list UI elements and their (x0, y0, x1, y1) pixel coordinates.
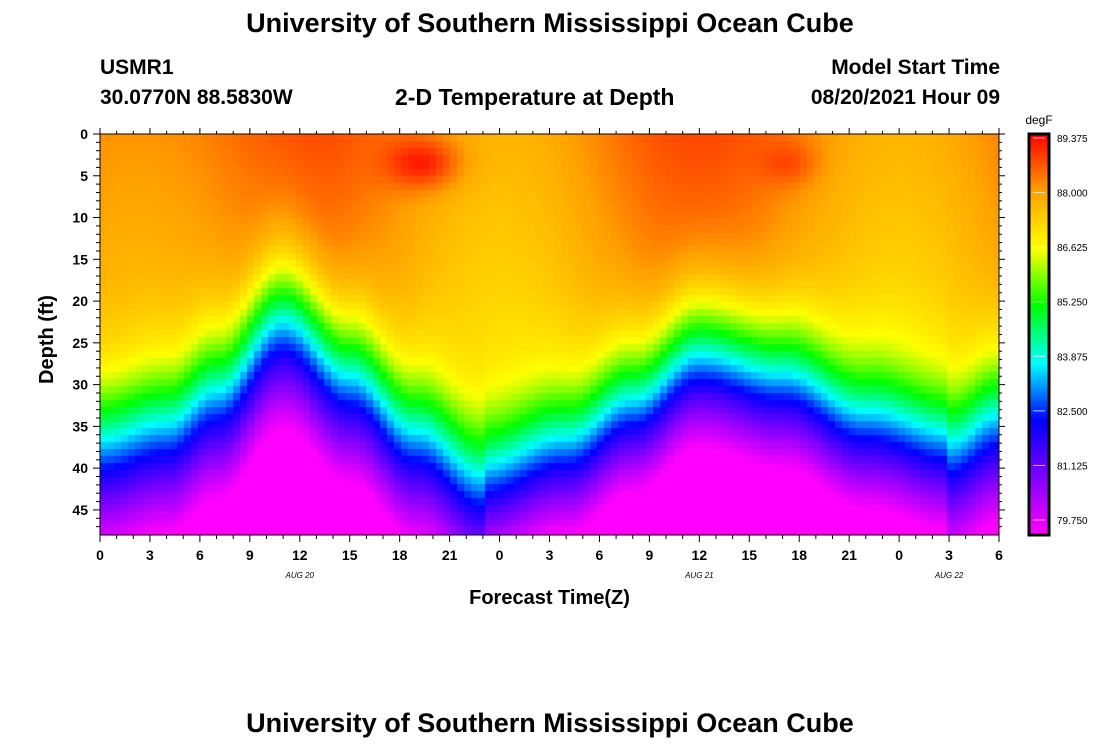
y-tick-label: 5 (80, 168, 88, 184)
station-coordinates: 30.0770N 88.5830W (100, 86, 293, 109)
colorbar-tick-label: 89.375 (1057, 134, 1088, 145)
colorbar-scale (1027, 132, 1051, 537)
x-tick-label: 3 (146, 547, 154, 563)
y-tick-label: 20 (72, 293, 88, 309)
x-tick-label: 9 (645, 547, 653, 563)
y-tick-label: 45 (72, 502, 88, 518)
x-tick-label: 12 (692, 547, 708, 563)
colorbar-tick-label: 86.625 (1057, 243, 1088, 254)
x-tick-label: 6 (596, 547, 604, 563)
x-tick-label: 18 (392, 547, 408, 563)
y-tick-label: 30 (72, 377, 88, 393)
station-id: USMR1 (100, 56, 174, 79)
colorbar-tick-label: 85.250 (1057, 298, 1088, 309)
colorbar-unit: degF (1025, 113, 1052, 127)
page-title: University of Southern Mississippi Ocean… (246, 8, 854, 38)
x-tick-label: 6 (995, 547, 1003, 563)
x-tick-label: 3 (546, 547, 554, 563)
x-axis-title: Forecast Time(Z) (469, 587, 630, 609)
date-label: AUG 21 (684, 571, 713, 580)
x-tick-label: 0 (496, 547, 504, 563)
colorbar-tick-label: 79.750 (1057, 516, 1088, 527)
colorbar-tick-label: 83.875 (1057, 352, 1088, 363)
y-tick-label: 35 (72, 418, 88, 434)
x-tick-label: 9 (246, 547, 254, 563)
heatmap-container (100, 134, 999, 535)
x-tick-label: 21 (442, 547, 458, 563)
y-tick-label: 0 (80, 126, 88, 142)
colorbar-tick-label: 88.000 (1057, 189, 1088, 200)
date-label: AUG 22 (934, 571, 964, 580)
x-tick-label: 15 (741, 547, 757, 563)
model-start-time: 08/20/2021 Hour 09 (810, 86, 1000, 109)
y-tick-label: 15 (72, 251, 88, 267)
y-tick-label: 10 (72, 210, 88, 226)
x-tick-label: 15 (342, 547, 358, 563)
temperature-heatmap (100, 134, 999, 535)
model-start-label: Model Start Time (831, 56, 1000, 79)
axes-layer: 0 3 6 9 12 15 18 21 0 3 6 9 12 15 18 21 0 3 6 AUG 20 AUG 21 A… (36, 126, 1005, 609)
colorbar-tick-label: 82.500 (1057, 407, 1088, 418)
footer-title: University of Southern Mississippi Ocean… (246, 708, 854, 738)
x-tick-label: 18 (791, 547, 807, 563)
y-axis-title: Depth (ft) (36, 295, 58, 384)
colorbar: degF 89.375 88.000 86.625 85.250 83.875 82.500… (1025, 113, 1088, 537)
y-tick-label: 25 (72, 335, 88, 351)
x-tick-label: 6 (196, 547, 204, 563)
x-tick-label: 12 (292, 547, 308, 563)
date-label: AUG 20 (285, 571, 315, 580)
colorbar-tick-label: 81.125 (1057, 461, 1088, 472)
x-tick-label: 0 (96, 547, 104, 563)
y-tick-label: 40 (72, 460, 88, 476)
x-tick-label: 0 (895, 547, 903, 563)
x-tick-label: 21 (841, 547, 857, 563)
x-tick-label: 3 (945, 547, 953, 563)
plot-title: 2-D Temperature at Depth (395, 84, 675, 110)
